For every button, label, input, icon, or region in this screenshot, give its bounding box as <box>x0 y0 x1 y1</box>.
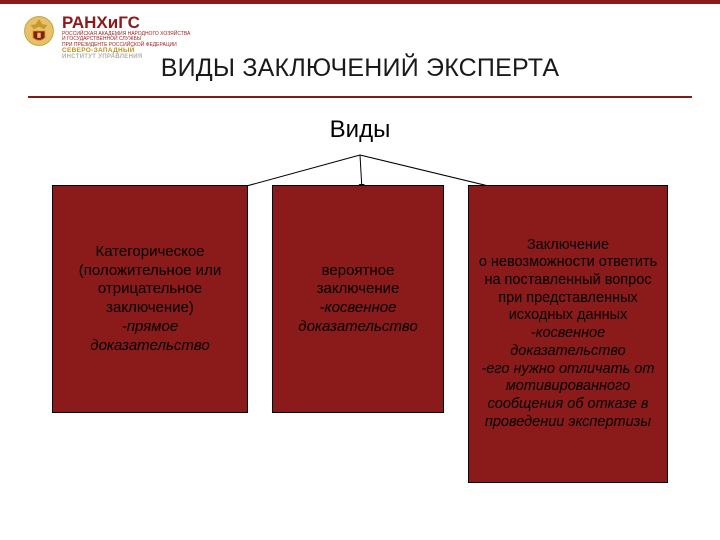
box3-text2: о невозможности ответить на поставленный… <box>477 254 659 325</box>
box3-text1: Заключение <box>477 237 659 255</box>
box-impossibility: Заключение о невозможности ответить на п… <box>468 185 668 483</box>
subtitle: Виды <box>0 116 720 144</box>
box2-sub: -косвенное доказательство <box>281 299 435 337</box>
slide: РАНХиГС РОССИЙСКАЯ АКАДЕМИЯ НАРОДНОГО ХО… <box>0 0 720 540</box>
logo-acronym: РАНХиГС <box>62 13 140 32</box>
box-categorical: Категорическое (положительное или отрица… <box>52 185 248 413</box>
box1-text: Категорическое (положительное или отрица… <box>61 243 239 318</box>
box3-sub1: -косвенное доказательство <box>477 325 659 360</box>
header-strip <box>0 0 720 4</box>
box3-sub2: -его нужно отличать от мотивированного с… <box>477 361 659 432</box>
box2-text: вероятное заключение <box>281 262 435 300</box>
page-title: ВИДЫ ЗАКЛЮЧЕНИЙ ЭКСПЕРТА <box>0 54 720 83</box>
title-rule <box>28 96 692 98</box>
box-probable: вероятное заключение -косвенное доказате… <box>272 185 444 413</box>
box1-sub: -прямое доказательство <box>61 318 239 356</box>
boxes-row: Категорическое (положительное или отрица… <box>0 185 720 483</box>
emblem-icon <box>22 14 56 48</box>
